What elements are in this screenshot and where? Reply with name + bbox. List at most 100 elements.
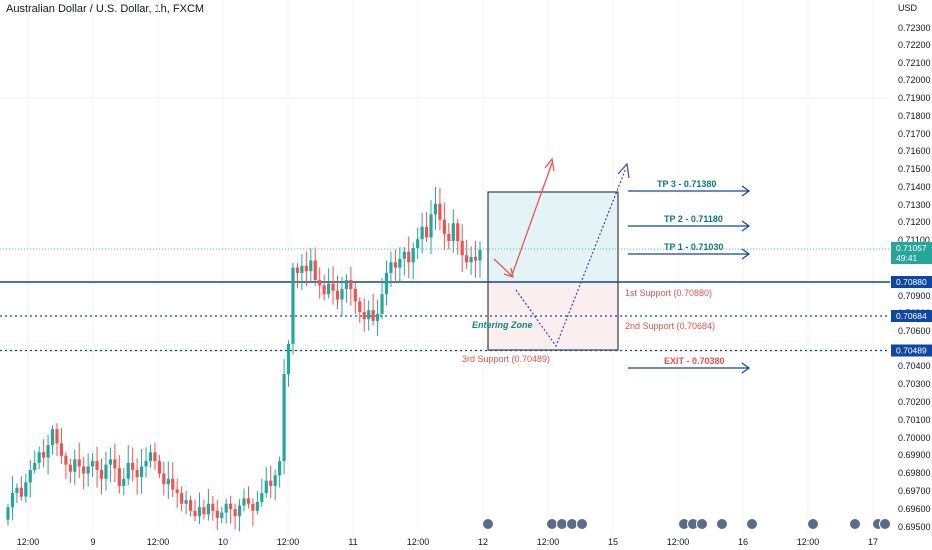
x-tick-label: 12:00 xyxy=(277,537,300,547)
y-tick-label: 0.71700 xyxy=(898,129,931,139)
candle-body xyxy=(37,452,41,463)
candle-body xyxy=(264,480,268,494)
x-tick-label: 12:00 xyxy=(667,537,690,547)
candle-body xyxy=(255,501,259,511)
economic-event-icon[interactable] xyxy=(746,518,758,530)
candle-body xyxy=(19,487,23,497)
y-tick-label: 0.71400 xyxy=(898,182,931,192)
x-tick-label: 12 xyxy=(478,537,488,547)
candle-body xyxy=(68,464,72,472)
candle-body xyxy=(469,256,473,263)
candle-body xyxy=(335,290,340,300)
economic-event-icon[interactable] xyxy=(556,518,568,530)
candle-body xyxy=(193,510,197,517)
economic-event-icon[interactable] xyxy=(566,518,578,530)
economic-event-icon[interactable] xyxy=(482,518,494,530)
y-tick-label: 0.71300 xyxy=(898,200,931,210)
candle-body xyxy=(353,288,357,302)
y-tick-label: 0.70400 xyxy=(898,361,931,371)
candle-body xyxy=(180,493,184,504)
x-tick-label: 9 xyxy=(90,537,95,547)
target-zone xyxy=(488,192,618,282)
y-tick-label: 0.71800 xyxy=(898,111,931,121)
candle-body xyxy=(393,262,397,268)
exit-label: EXIT - 0.70380 xyxy=(664,356,725,366)
support-2-label: 2nd Support (0.70684) xyxy=(625,321,715,331)
candle-body xyxy=(300,265,304,273)
economic-event-icon[interactable] xyxy=(849,518,861,530)
candle-body xyxy=(371,310,375,321)
candle-body xyxy=(411,248,415,263)
candle-body xyxy=(282,374,286,462)
candle-body xyxy=(108,459,113,465)
candle-body xyxy=(433,203,438,215)
candle-body xyxy=(224,503,228,513)
candle-body xyxy=(438,203,442,220)
currency-label: USD xyxy=(898,3,918,13)
y-tick-label: 0.70900 xyxy=(898,291,931,301)
candle-body xyxy=(384,272,389,295)
candle-body xyxy=(197,507,202,517)
candle-body xyxy=(416,239,420,249)
y-tick-label: 0.69500 xyxy=(898,522,931,532)
candle-body xyxy=(117,468,121,486)
candle-body xyxy=(251,503,255,511)
candle-body xyxy=(242,498,246,506)
x-tick-label: 12:00 xyxy=(537,537,560,547)
candle-body xyxy=(28,469,32,483)
candle-body xyxy=(380,294,384,314)
entering-zone-label: Entering Zone xyxy=(472,320,533,330)
economic-event-icon[interactable] xyxy=(716,518,728,530)
arrow-head-icon xyxy=(741,185,751,197)
x-tick-label: 10 xyxy=(218,537,228,547)
candle-body xyxy=(122,478,126,486)
level-price-badge xyxy=(891,344,932,357)
candle-body xyxy=(309,260,313,272)
candle-body xyxy=(6,507,10,520)
y-tick-label: 0.71500 xyxy=(898,164,931,174)
zone-outline xyxy=(487,191,619,351)
y-tick-label: 0.70000 xyxy=(898,433,931,443)
candle-body xyxy=(389,262,393,273)
economic-event-icon[interactable] xyxy=(879,518,891,530)
candle-body xyxy=(295,267,300,273)
y-tick-label: 0.71600 xyxy=(898,146,931,156)
candle-body xyxy=(153,452,157,462)
candle-body xyxy=(126,462,130,479)
candle-body xyxy=(273,475,277,486)
candle-body xyxy=(131,462,135,470)
dip-projection-path xyxy=(515,167,627,348)
support-1-label: 1st Support (0.70880) xyxy=(625,288,712,298)
candle-body xyxy=(206,503,210,515)
candle-body xyxy=(420,226,424,240)
economic-event-icon[interactable] xyxy=(696,518,708,530)
chart-title: Australian Dollar / U.S. Dollar, 1h, FXC… xyxy=(6,3,205,15)
economic-event-icon[interactable] xyxy=(546,518,558,530)
candle-body xyxy=(91,461,95,467)
candle-body xyxy=(175,489,179,494)
candle-body xyxy=(318,280,322,286)
candle-body xyxy=(202,507,206,515)
candle-body xyxy=(362,312,366,320)
candle-body xyxy=(15,487,19,494)
y-tick-label: 0.69700 xyxy=(898,486,931,496)
candle-body xyxy=(162,473,166,485)
economic-event-icon[interactable] xyxy=(576,518,588,530)
candle-body xyxy=(24,482,28,497)
arrow-head-icon xyxy=(741,362,751,374)
candle-body xyxy=(139,466,144,478)
economic-event-icon[interactable] xyxy=(807,518,819,530)
candle-body xyxy=(237,505,242,517)
candle-body xyxy=(358,301,362,312)
candle-body xyxy=(344,280,349,289)
candle-body xyxy=(313,260,317,281)
candle-body xyxy=(375,313,380,321)
candle-body xyxy=(188,500,193,511)
y-tick-label: 0.72000 xyxy=(898,75,931,85)
candle-body xyxy=(398,258,402,268)
level-price-badge-text: 0.70684 xyxy=(896,311,927,321)
y-tick-label: 0.72200 xyxy=(898,40,931,50)
candle-body xyxy=(215,510,219,518)
level-price-badge xyxy=(891,310,932,322)
